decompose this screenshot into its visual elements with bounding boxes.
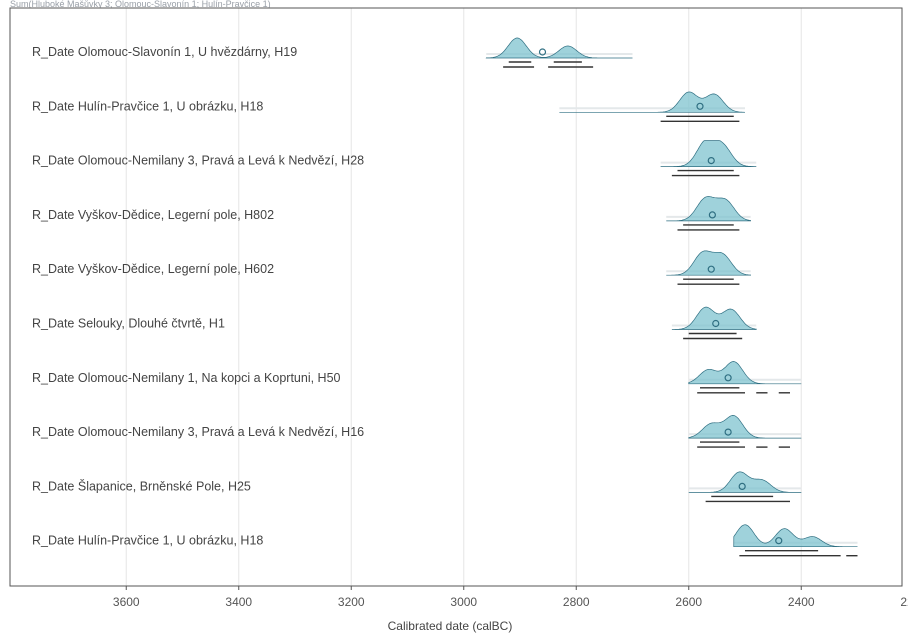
plot-frame <box>9 7 903 587</box>
mean-marker <box>738 482 746 490</box>
mean-marker <box>707 157 715 165</box>
x-axis: 3600 3400 3200 3000 2800 2600 2400 2200 <box>113 586 908 609</box>
x-tick-label: 3400 <box>225 595 252 609</box>
x-tick-label: 2800 <box>563 595 590 609</box>
density-shape <box>688 361 802 385</box>
mean-marker <box>538 48 547 56</box>
ridge-row: R_Date Olomouc-Nemilany 3, Pravá a Levá … <box>32 415 802 448</box>
ridge-row: R_Date Hulín-Pravčice 1, U obrázku, H18 <box>32 524 858 557</box>
row-label: R_Date Hulín-Pravčice 1, U obrázku, H18 <box>32 99 263 113</box>
ridge-row: R_Date Selouky, Dlouhé čtvrtě, H1 <box>32 306 757 340</box>
x-tick-label: 3000 <box>450 595 477 609</box>
mean-marker <box>775 537 783 545</box>
density-shape <box>666 250 752 276</box>
mean-marker <box>724 428 732 436</box>
row-label: R_Date Olomouc-Nemilany 1, Na kopci a Ko… <box>32 371 341 385</box>
x-tick-label: 3200 <box>338 595 365 609</box>
row-label: R_Date Selouky, Dlouhé čtvrtě, H1 <box>32 317 225 331</box>
density-shape <box>485 37 633 59</box>
mean-marker <box>724 374 732 382</box>
mean-marker <box>712 319 720 328</box>
ridge-row: R_Date Olomouc-Nemilany 1, Na kopci a Ko… <box>32 361 802 394</box>
x-axis-title: Calibrated date (calBC) <box>388 619 513 633</box>
row-label: R_Date Olomouc-Slavonín 1, U hvězdárny, … <box>32 45 297 59</box>
density-shape <box>671 306 757 330</box>
density-shape <box>688 415 802 439</box>
density-shape <box>660 140 757 167</box>
ridge-row: R_Date Vyškov-Dědice, Legerní pole, H602 <box>32 250 752 285</box>
row-label: R_Date Hulín-Pravčice 1, U obrázku, H18 <box>32 534 263 548</box>
row-label: R_Date Vyškov-Dědice, Legerní pole, H602 <box>32 262 274 276</box>
rows-layer: R_Date Olomouc-Slavonín 1, U hvězdárny, … <box>32 37 858 557</box>
mean-marker <box>696 102 704 110</box>
ridge-row: R_Date Olomouc-Slavonín 1, U hvězdárny, … <box>32 37 633 68</box>
row-label: R_Date Vyškov-Dědice, Legerní pole, H802 <box>32 208 274 222</box>
ridge-row: R_Date Hulín-Pravčice 1, U obrázku, H18 <box>32 91 746 123</box>
ridge-row: R_Date Olomouc-Nemilany 3, Pravá a Levá … <box>32 140 757 177</box>
density-shape <box>733 524 858 548</box>
mean-marker <box>707 265 715 273</box>
ridge-row: R_Date Šlapanice, Brněnské Pole, H25 <box>32 471 802 503</box>
density-shape <box>666 196 751 222</box>
header-strip: Sum(Hluboké Mašůvky 3; Olomouc-Slavonín … <box>10 0 271 8</box>
x-tick-label: 2200 <box>900 595 908 609</box>
row-label: R_Date Šlapanice, Brněnské Pole, H25 <box>32 478 251 493</box>
density-shape <box>688 471 802 493</box>
mean-marker <box>708 211 716 219</box>
density-shape <box>559 91 746 113</box>
row-label: R_Date Olomouc-Nemilany 3, Pravá a Levá … <box>32 154 364 168</box>
x-tick-label: 3600 <box>113 595 140 609</box>
grid-layer <box>125 8 802 586</box>
ridge-row: R_Date Vyškov-Dědice, Legerní pole, H802 <box>32 196 751 231</box>
x-tick-label: 2400 <box>788 595 815 609</box>
x-tick-label: 2600 <box>675 595 702 609</box>
row-label: R_Date Olomouc-Nemilany 3, Pravá a Levá … <box>32 425 364 439</box>
